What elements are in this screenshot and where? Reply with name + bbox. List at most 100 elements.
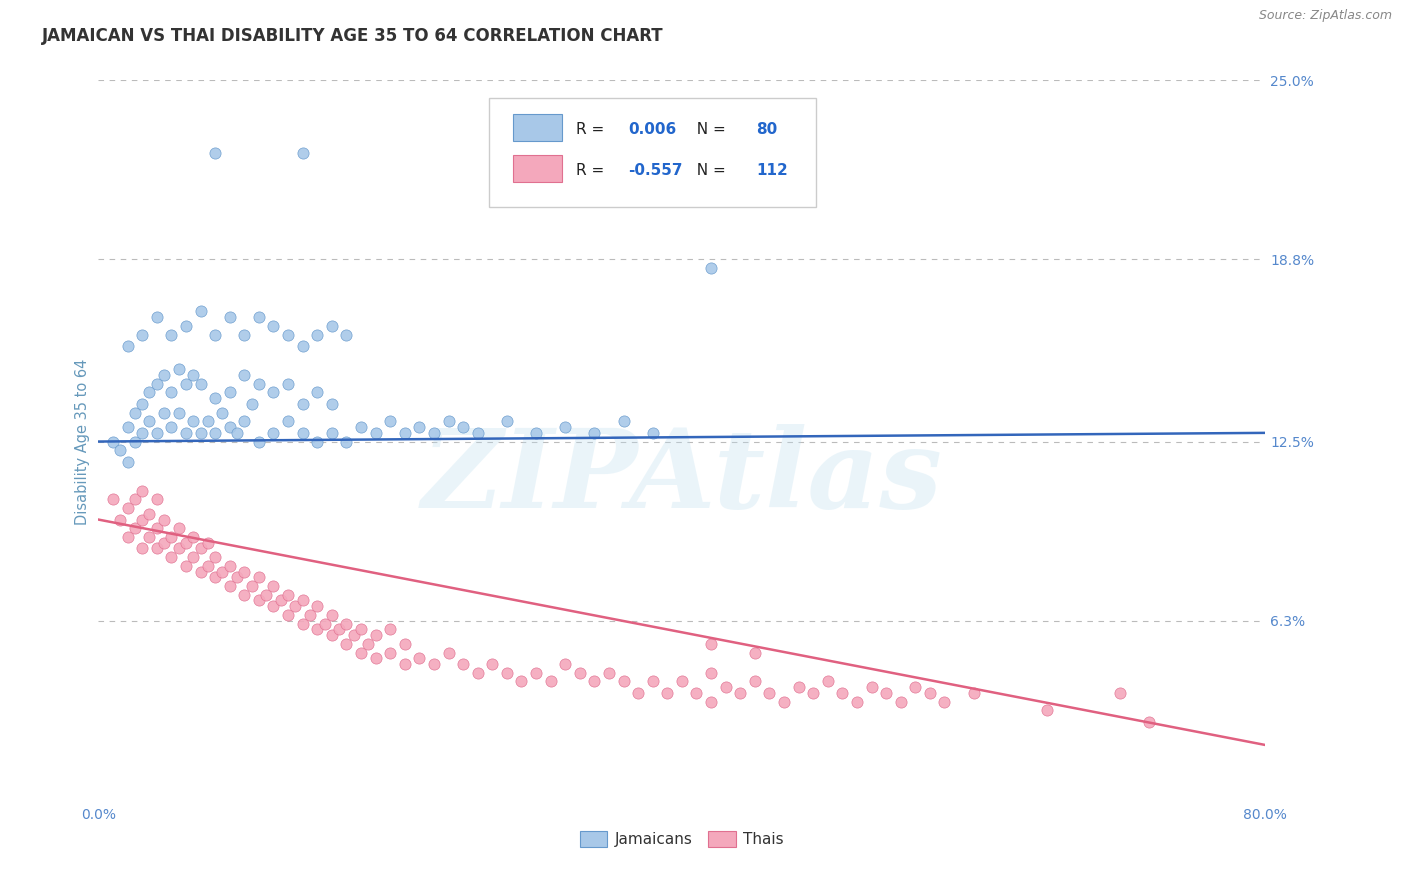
Point [510, 674, 533, 689]
Point [167, 406, 190, 420]
Point [211, 565, 233, 579]
Point [262, 579, 284, 593]
Point [277, 607, 299, 622]
Point [890, 695, 912, 709]
Point [117, 420, 139, 434]
Point [598, 665, 620, 680]
Point [408, 651, 430, 665]
Point [218, 558, 240, 573]
Point [1137, 714, 1160, 729]
Point [204, 145, 226, 160]
Point [174, 535, 197, 549]
Point [524, 425, 547, 440]
Point [204, 425, 226, 440]
Point [328, 623, 350, 637]
Point [138, 507, 160, 521]
Point [321, 425, 343, 440]
Point [160, 420, 183, 434]
Point [254, 588, 277, 602]
Point [138, 530, 160, 544]
Point [247, 570, 270, 584]
Text: JAMAICAN VS THAI DISABILITY AGE 35 TO 64 CORRELATION CHART: JAMAICAN VS THAI DISABILITY AGE 35 TO 64… [42, 27, 664, 45]
Point [204, 570, 226, 584]
Point [307, 599, 329, 614]
Text: 112: 112 [756, 163, 789, 178]
Point [218, 310, 240, 325]
Point [233, 565, 256, 579]
Point [240, 579, 263, 593]
Point [437, 414, 460, 428]
Point [233, 414, 256, 428]
Legend: Jamaicans, Thais: Jamaicans, Thais [574, 825, 790, 853]
Point [394, 657, 416, 671]
Point [291, 616, 314, 631]
Point [262, 425, 284, 440]
Point [247, 310, 270, 325]
Point [291, 593, 314, 607]
Point [423, 425, 446, 440]
Point [408, 420, 430, 434]
Point [875, 686, 897, 700]
Point [131, 397, 153, 411]
Point [190, 304, 212, 318]
Point [226, 425, 249, 440]
Point [277, 414, 299, 428]
Point [918, 686, 941, 700]
Point [568, 665, 591, 680]
Point [467, 425, 489, 440]
Point [1108, 686, 1130, 700]
Point [181, 550, 204, 565]
Point [860, 680, 883, 694]
Point [146, 425, 169, 440]
FancyBboxPatch shape [489, 98, 815, 207]
Point [904, 680, 927, 694]
Point [714, 680, 737, 694]
Point [110, 443, 132, 458]
Point [117, 455, 139, 469]
Point [153, 406, 176, 420]
Point [817, 674, 839, 689]
Point [277, 376, 299, 391]
Point [380, 414, 402, 428]
Point [612, 414, 634, 428]
Point [298, 607, 321, 622]
Point [758, 686, 780, 700]
Point [153, 368, 176, 382]
Point [934, 695, 956, 709]
Point [364, 425, 387, 440]
Point [218, 579, 240, 593]
Point [117, 530, 139, 544]
Point [211, 406, 233, 420]
Point [524, 665, 547, 680]
Point [380, 623, 402, 637]
Point [167, 362, 190, 376]
Point [394, 637, 416, 651]
Point [124, 492, 146, 507]
Text: -0.557: -0.557 [628, 163, 683, 178]
Point [481, 657, 503, 671]
Point [204, 550, 226, 565]
Point [110, 512, 132, 526]
Point [131, 483, 153, 498]
Point [247, 593, 270, 607]
Point [467, 665, 489, 680]
Point [240, 397, 263, 411]
Point [364, 628, 387, 642]
Point [233, 588, 256, 602]
Point [117, 501, 139, 516]
Point [233, 327, 256, 342]
Point [291, 339, 314, 353]
Point [787, 680, 810, 694]
Point [801, 686, 824, 700]
Point [423, 657, 446, 671]
Point [962, 686, 984, 700]
Point [218, 420, 240, 434]
Point [350, 646, 373, 660]
Point [307, 327, 329, 342]
Text: N =: N = [686, 163, 730, 178]
FancyBboxPatch shape [513, 154, 562, 182]
Point [773, 695, 796, 709]
Point [146, 376, 169, 391]
Point [700, 665, 723, 680]
Point [226, 570, 249, 584]
